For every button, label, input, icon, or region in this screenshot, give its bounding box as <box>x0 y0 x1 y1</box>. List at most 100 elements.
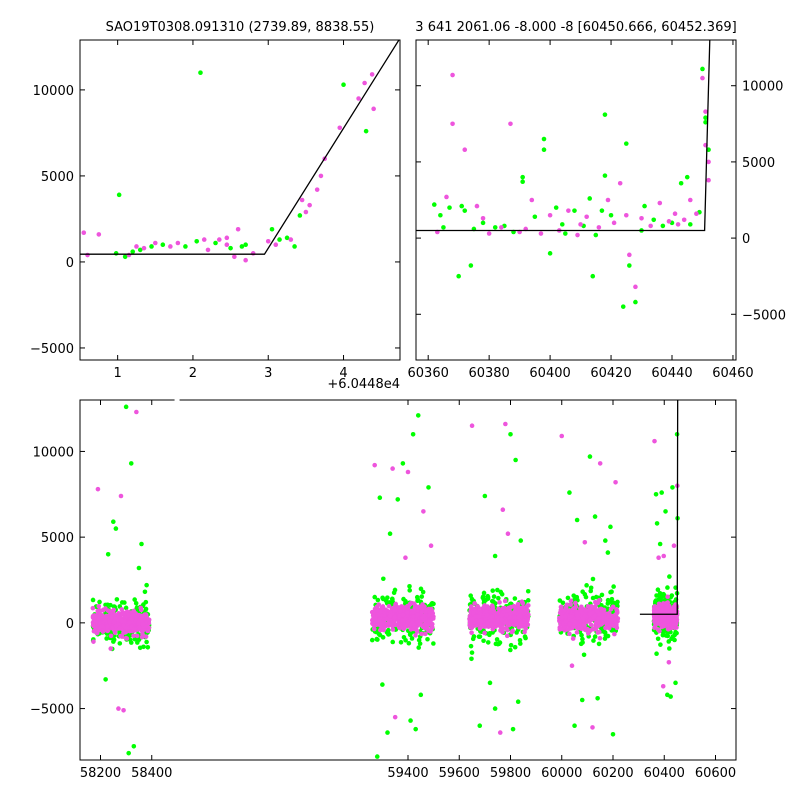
data-point-green <box>477 634 483 639</box>
data-point-green <box>491 594 497 599</box>
data-point-outlier <box>126 750 131 756</box>
data-point-green <box>687 222 693 227</box>
data-point-green <box>391 590 397 596</box>
data-point-green <box>386 631 392 637</box>
data-point-green <box>599 208 605 213</box>
data-point-green <box>588 585 594 591</box>
data-point-green <box>703 115 708 121</box>
data-point-green <box>462 208 468 213</box>
data-point-green <box>490 630 495 635</box>
data-point-magenta <box>265 238 271 244</box>
data-point-magenta <box>81 230 87 235</box>
x-tick-label: 60420 <box>590 366 631 381</box>
data-point-outlier <box>597 461 603 466</box>
x-tick-label: 60200 <box>592 766 633 781</box>
data-point-magenta <box>95 608 101 614</box>
data-point-magenta <box>314 187 320 192</box>
data-point-magenta <box>687 197 693 203</box>
data-point-green <box>137 247 143 253</box>
data-point-green <box>620 304 626 309</box>
data-point-outlier <box>116 706 121 711</box>
data-point-green <box>228 245 233 251</box>
x-tick-label: 60400 <box>529 366 570 381</box>
data-point-magenta <box>566 208 571 213</box>
data-point-magenta <box>126 620 132 625</box>
data-point-outlier <box>661 553 667 559</box>
data-point-outlier <box>111 519 116 525</box>
data-point-outlier <box>497 730 503 735</box>
data-point-green <box>183 244 188 249</box>
data-point-green <box>508 642 514 648</box>
data-point-magenta <box>496 606 501 612</box>
data-point-green <box>198 70 203 75</box>
y-tick-label: 0 <box>66 256 74 271</box>
data-point-magenta <box>462 147 468 153</box>
data-point-outlier <box>492 706 498 711</box>
data-point-outlier <box>108 646 114 651</box>
data-point-outlier <box>123 404 129 410</box>
data-point-magenta <box>572 619 578 625</box>
panel-1-x-offset-label: +6.0448e4 <box>327 377 400 392</box>
data-point-magenta <box>611 623 616 629</box>
data-point-magenta <box>575 612 580 618</box>
data-point-green <box>459 203 465 209</box>
data-point-green <box>658 642 663 647</box>
data-point-green <box>596 641 602 647</box>
panel-1-title: SAO19T0308.091310 (2739.89, 8838.55) <box>106 20 375 35</box>
data-point-magenta <box>417 622 423 627</box>
data-point-magenta <box>517 609 523 614</box>
data-point-outlier <box>574 517 580 523</box>
data-point-magenta <box>681 217 687 223</box>
data-point-magenta <box>386 621 391 626</box>
data-point-outlier <box>595 695 600 701</box>
data-point-green <box>667 646 672 651</box>
data-point-outlier <box>654 521 660 526</box>
x-tick-label: 1 <box>114 366 122 381</box>
data-point-magenta <box>499 617 505 623</box>
data-point-magenta <box>119 612 124 617</box>
data-point-magenta <box>100 613 105 619</box>
data-point-magenta <box>594 624 600 629</box>
data-point-magenta <box>662 621 667 627</box>
data-point-green <box>590 595 596 601</box>
data-point-magenta <box>288 237 294 242</box>
data-point-green <box>517 641 523 646</box>
data-point-green <box>480 220 486 226</box>
data-point-green <box>590 273 596 279</box>
data-point-magenta <box>419 631 424 637</box>
data-point-magenta <box>497 600 502 605</box>
data-point-magenta <box>396 605 401 610</box>
data-point-green <box>605 597 611 603</box>
panel-2-title: 3 641 2061.06 -8.000 -8 [60450.666, 6045… <box>415 20 736 35</box>
data-point-green <box>581 652 587 658</box>
data-point-green <box>512 596 518 601</box>
data-point-magenta <box>662 614 667 620</box>
data-point-magenta <box>654 616 659 622</box>
data-point-green <box>277 237 282 242</box>
data-point-outlier <box>567 490 572 495</box>
data-point-outlier <box>667 574 672 579</box>
data-point-magenta <box>131 627 137 632</box>
data-point-magenta <box>486 624 491 629</box>
data-point-magenta <box>136 620 141 626</box>
data-point-magenta <box>509 618 514 624</box>
data-point-magenta <box>608 617 613 622</box>
data-point-green <box>431 202 437 207</box>
data-point-green <box>492 225 498 230</box>
data-point-magenta <box>672 211 678 217</box>
data-point-magenta <box>423 631 428 637</box>
data-point-magenta <box>430 616 436 621</box>
x-tick-label: 60460 <box>712 366 753 381</box>
data-point-magenta <box>356 96 361 101</box>
data-point-green <box>512 644 518 650</box>
data-point-magenta <box>133 613 139 619</box>
data-point-magenta <box>588 622 594 628</box>
data-point-magenta <box>596 629 602 635</box>
data-point-magenta <box>570 636 576 641</box>
data-point-magenta <box>415 612 420 617</box>
data-point-magenta <box>706 177 711 183</box>
data-point-magenta <box>594 608 600 614</box>
data-point-green <box>661 591 666 597</box>
panel-2-axes-frame <box>415 39 737 361</box>
data-point-magenta <box>318 173 324 179</box>
